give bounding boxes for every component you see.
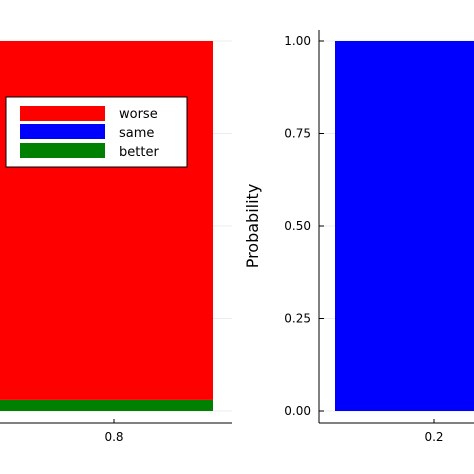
legend-swatch-worse (20, 106, 105, 121)
legend-swatch-better (20, 143, 105, 158)
legend-label-same: same (119, 126, 154, 141)
left-x-tick-label: 0.8 (104, 430, 123, 444)
left-bar-better (0, 399, 213, 411)
legend-label-better: better (119, 145, 159, 160)
legend: worse same better (5, 96, 188, 168)
right-bar-same (335, 41, 474, 411)
right-y-tick-label-1: 0.25 (284, 312, 311, 326)
right-y-tick-label-3: 0.75 (284, 127, 311, 141)
right-bars (335, 41, 474, 411)
right-x-tick-label: 0.2 (424, 430, 443, 444)
legend-swatch-same (20, 124, 105, 139)
right-y-tick-label-4: 1.00 (284, 34, 311, 48)
right-y-tick-label-0: 0.00 (284, 404, 311, 418)
right-y-ticks: 0.00 0.25 0.50 0.75 1.00 (284, 34, 324, 418)
right-chart-panel: 0.00 0.25 0.50 0.75 1.00 0.2 Probability (243, 30, 474, 444)
y-axis-title: Probability (243, 184, 262, 269)
legend-label-worse: worse (119, 107, 158, 122)
left-chart-panel: 0.8 worse same better (0, 40, 232, 444)
left-bar-worse (0, 41, 213, 400)
right-y-tick-label-2: 0.50 (284, 219, 311, 233)
